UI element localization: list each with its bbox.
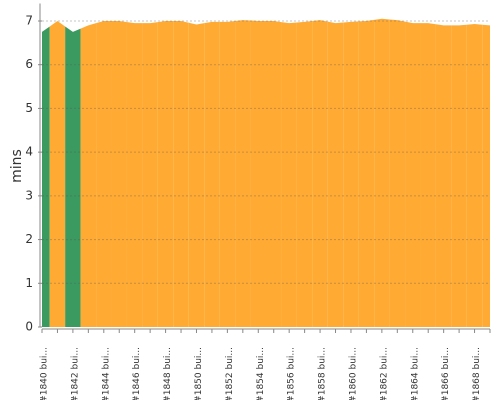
area-segment: [157, 20, 174, 328]
area-segment: [281, 22, 297, 327]
area-segment: [389, 19, 406, 327]
area-segment: [420, 23, 436, 327]
area-segment: [173, 20, 189, 328]
area-segment: [435, 24, 452, 328]
area-segment: [42, 26, 50, 327]
area-segment: [111, 20, 127, 328]
x-tick-label: #1840 bui...: [40, 347, 50, 400]
y-tick-label: 2: [25, 232, 33, 246]
x-tick-label: #1868 bui...: [472, 347, 482, 400]
x-tick-label: #1856 bui...: [287, 347, 297, 400]
x-tick-label: #1858 bui...: [318, 347, 328, 400]
area-segment: [405, 21, 421, 327]
y-tick-label: 4: [25, 145, 33, 159]
area-segment: [96, 20, 112, 328]
area-segment: [49, 20, 66, 328]
y-tick-label: 3: [25, 188, 33, 202]
area-segment: [142, 22, 158, 327]
y-tick-label: 1: [25, 276, 33, 290]
area-segment: [266, 20, 282, 328]
area-segment: [466, 24, 483, 327]
y-tick-label: 7: [25, 13, 33, 27]
x-tick-label: #1866 bui...: [441, 347, 451, 400]
area-segment: [327, 21, 344, 327]
area-segment: [451, 24, 467, 328]
x-tick-label: #1842 bui...: [70, 347, 80, 400]
x-tick-label: #1852 bui...: [225, 347, 235, 400]
area-segment: [374, 18, 390, 327]
y-tick-label: 5: [25, 101, 33, 115]
area-segment: [250, 20, 266, 328]
area-segment: [235, 20, 251, 328]
area-segment: [296, 20, 313, 328]
area-segment: [482, 24, 490, 328]
x-tick-label: #1846 bui...: [132, 347, 142, 400]
y-tick-label: 0: [25, 320, 33, 334]
y-tick-label: 6: [25, 57, 33, 71]
area-segment: [188, 22, 205, 327]
area-segment: [219, 20, 236, 328]
area-segment: [312, 20, 328, 328]
x-tick-label: #1848 bui...: [163, 347, 173, 400]
x-tick-label: #1850 bui...: [194, 347, 204, 400]
area-segment: [358, 19, 375, 327]
area-segment: [80, 23, 97, 327]
x-tick-label: #1854 bui...: [256, 347, 266, 400]
area-segment: [343, 21, 359, 328]
x-tick-label: #1844 bui...: [101, 347, 111, 400]
x-tick-label: #1864 bui...: [410, 347, 420, 400]
area-segment: [65, 26, 81, 327]
y-axis-label: mins: [9, 149, 25, 183]
area-segment: [126, 22, 143, 327]
x-tick-label: #1860 bui...: [348, 347, 358, 400]
x-tick-label: #1862 bui...: [379, 347, 389, 400]
area-segment: [204, 21, 220, 328]
